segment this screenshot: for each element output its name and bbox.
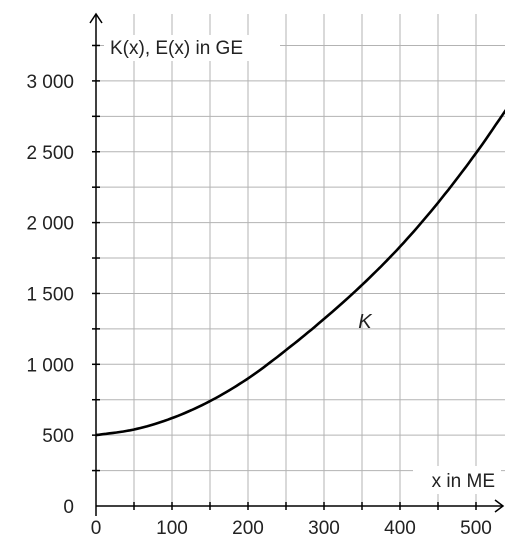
x-tick-label: 200: [232, 518, 264, 539]
y-tick-label: 1 500: [26, 284, 74, 305]
y-tick-label: 2 500: [26, 143, 74, 164]
x-tick-label: 300: [308, 518, 340, 539]
curve-layer: [95, 108, 505, 437]
y-tick-label: 3 000: [26, 72, 74, 93]
y-axis-arrow: [89, 12, 103, 24]
y-tick-label: 2 000: [26, 214, 74, 235]
axes: [89, 12, 505, 516]
labels: K(x), E(x) in GE x in ME K: [104, 35, 501, 494]
x-tick-label: 100: [156, 518, 188, 539]
y-tick-label: 0: [63, 497, 74, 518]
y-tick-label: 500: [42, 426, 74, 447]
curve-label-k: K: [358, 311, 373, 333]
x-tick-label: 0: [91, 518, 102, 539]
y-axis-title: K(x), E(x) in GE: [110, 38, 243, 59]
grid: [96, 14, 505, 506]
x-tick-label: 500: [460, 518, 492, 539]
x-axis-title: x in ME: [432, 471, 495, 492]
x-axis-arrow: [494, 499, 505, 513]
ticks: 0 100 200 300 400 500 0 500 1 000 1 500 2 000 2 500…: [26, 44, 492, 539]
y-axis-title-background: [104, 35, 280, 61]
series-k-line: [95, 108, 505, 437]
y-tick-label: 1 000: [26, 355, 74, 376]
x-tick-label: 400: [384, 518, 416, 539]
x-axis-title-background: [413, 466, 501, 494]
